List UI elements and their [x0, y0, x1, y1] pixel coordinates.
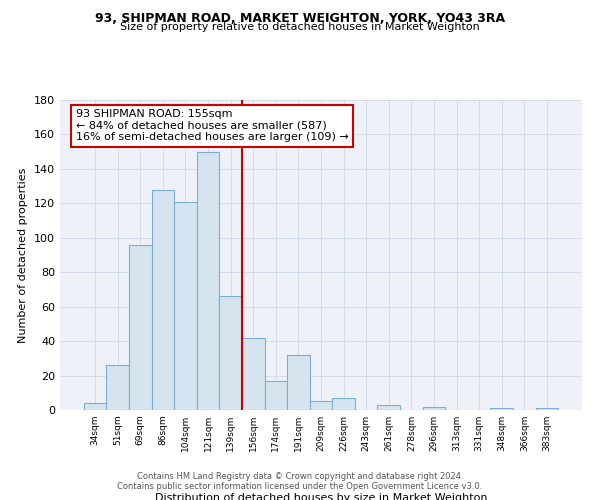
Bar	[129, 244, 152, 410]
Text: 93 SHIPMAN ROAD: 155sqm
← 84% of detached houses are smaller (587)
16% of semi-d: 93 SHIPMAN ROAD: 155sqm ← 84% of detache…	[76, 110, 349, 142]
Bar	[106, 365, 129, 410]
Bar	[197, 152, 220, 410]
Text: Size of property relative to detached houses in Market Weighton: Size of property relative to detached ho…	[120, 22, 480, 32]
Y-axis label: Number of detached properties: Number of detached properties	[19, 168, 28, 342]
Bar	[174, 202, 197, 410]
Bar	[265, 380, 287, 410]
Bar	[287, 355, 310, 410]
Bar	[422, 406, 445, 410]
Bar	[536, 408, 558, 410]
Bar	[152, 190, 174, 410]
Text: Contains HM Land Registry data © Crown copyright and database right 2024.: Contains HM Land Registry data © Crown c…	[137, 472, 463, 481]
Bar	[490, 408, 513, 410]
X-axis label: Distribution of detached houses by size in Market Weighton: Distribution of detached houses by size …	[155, 493, 487, 500]
Text: 93, SHIPMAN ROAD, MARKET WEIGHTON, YORK, YO43 3RA: 93, SHIPMAN ROAD, MARKET WEIGHTON, YORK,…	[95, 12, 505, 26]
Bar	[242, 338, 265, 410]
Bar	[377, 405, 400, 410]
Text: Contains public sector information licensed under the Open Government Licence v3: Contains public sector information licen…	[118, 482, 482, 491]
Bar	[332, 398, 355, 410]
Bar	[84, 403, 106, 410]
Bar	[220, 296, 242, 410]
Bar	[310, 402, 332, 410]
